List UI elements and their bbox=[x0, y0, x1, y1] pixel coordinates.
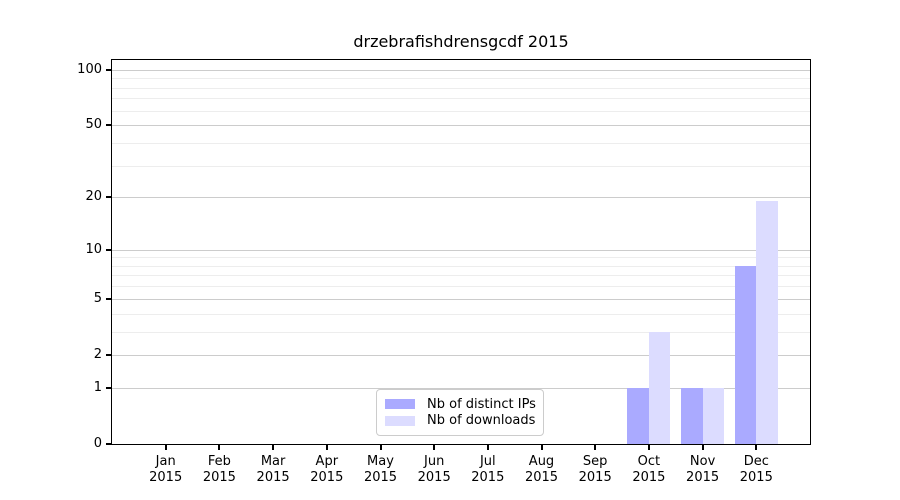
legend-label-distinct-ips: Nb of distinct IPs bbox=[427, 396, 536, 412]
gridline-major bbox=[112, 197, 810, 199]
gridline-minor bbox=[112, 331, 810, 333]
gridline-minor bbox=[112, 87, 810, 89]
gridline-minor bbox=[112, 257, 810, 259]
x-tick-label: Dec 2015 bbox=[739, 454, 773, 485]
y-tick-mark bbox=[106, 353, 111, 356]
x-tick-mark bbox=[486, 445, 489, 450]
y-tick-mark bbox=[106, 68, 111, 71]
y-tick-label: 1 bbox=[93, 379, 102, 395]
x-tick-mark bbox=[755, 445, 758, 450]
gridline-minor bbox=[112, 165, 810, 167]
x-tick-label: Nov 2015 bbox=[686, 454, 720, 485]
x-tick-mark bbox=[272, 445, 275, 450]
y-tick-mark bbox=[106, 386, 111, 389]
x-tick-label: Feb 2015 bbox=[202, 454, 236, 485]
gridline-minor bbox=[112, 78, 810, 80]
x-tick-label: May 2015 bbox=[363, 454, 398, 485]
bar-distinct-ips bbox=[734, 265, 757, 444]
bar-distinct-ips bbox=[681, 387, 703, 444]
y-tick-label: 10 bbox=[85, 241, 102, 257]
x-tick-label: Sep 2015 bbox=[578, 454, 612, 485]
gridline-minor bbox=[112, 142, 810, 144]
y-tick-mark bbox=[106, 124, 111, 127]
y-tick-label: 50 bbox=[85, 117, 102, 133]
x-tick-label: Oct 2015 bbox=[632, 454, 666, 485]
gridline-minor bbox=[112, 275, 810, 277]
gridline-minor bbox=[112, 110, 810, 112]
bar-downloads bbox=[648, 331, 671, 444]
gridline-major bbox=[112, 249, 810, 251]
gridline-major bbox=[112, 69, 810, 71]
x-tick-mark bbox=[701, 445, 704, 450]
x-tick-mark bbox=[540, 445, 543, 450]
x-tick-label: Jan 2015 bbox=[149, 454, 183, 485]
gridline-major bbox=[112, 354, 810, 356]
x-tick-label: Apr 2015 bbox=[310, 454, 344, 485]
legend-swatch-distinct-ips bbox=[385, 399, 415, 410]
bar-downloads bbox=[702, 387, 725, 444]
x-tick-label: Jul 2015 bbox=[471, 454, 505, 485]
gridline-major bbox=[112, 125, 810, 127]
gridline-minor bbox=[112, 313, 810, 315]
x-tick-mark bbox=[433, 445, 436, 450]
gridline-major bbox=[112, 387, 810, 389]
gridline-minor bbox=[112, 286, 810, 288]
y-tick-label: 0 bbox=[93, 436, 102, 451]
gridline-major bbox=[112, 298, 810, 300]
chart-title: drzebrafishdrensgcdf 2015 bbox=[353, 32, 569, 51]
bar-distinct-ips bbox=[627, 387, 649, 444]
x-tick-label: Jun 2015 bbox=[417, 454, 451, 485]
y-tick-mark bbox=[106, 297, 111, 300]
x-tick-mark bbox=[218, 445, 221, 450]
legend-swatch-downloads bbox=[385, 415, 415, 426]
x-tick-mark bbox=[325, 445, 328, 450]
y-tick-label: 5 bbox=[93, 290, 102, 306]
y-tick-mark bbox=[106, 196, 111, 199]
legend-entry-downloads: Nb of downloads bbox=[385, 413, 536, 429]
legend-entry-distinct-ips: Nb of distinct IPs bbox=[385, 396, 536, 412]
legend: Nb of distinct IPs Nb of downloads bbox=[376, 389, 544, 436]
gridline-minor bbox=[112, 98, 810, 100]
x-tick-mark bbox=[379, 445, 382, 450]
y-tick-mark bbox=[106, 248, 111, 251]
x-tick-mark bbox=[594, 445, 597, 450]
y-tick-label: 100 bbox=[77, 61, 102, 77]
y-tick-mark bbox=[106, 443, 111, 445]
x-tick-mark bbox=[647, 445, 650, 450]
x-tick-label: Mar 2015 bbox=[256, 454, 290, 485]
y-tick-label: 2 bbox=[93, 346, 102, 362]
bar-downloads bbox=[756, 201, 778, 444]
gridline-minor bbox=[112, 265, 810, 267]
plot-area: 0 1 2 5 10 20 50 100 Jan 2015 Feb 2015 Mar 2015 Ap… bbox=[77, 59, 811, 485]
legend-label-downloads: Nb of downloads bbox=[427, 413, 536, 429]
y-tick-label: 20 bbox=[85, 189, 102, 205]
x-tick-label: Aug 2015 bbox=[524, 454, 559, 485]
x-tick-mark bbox=[164, 445, 167, 450]
